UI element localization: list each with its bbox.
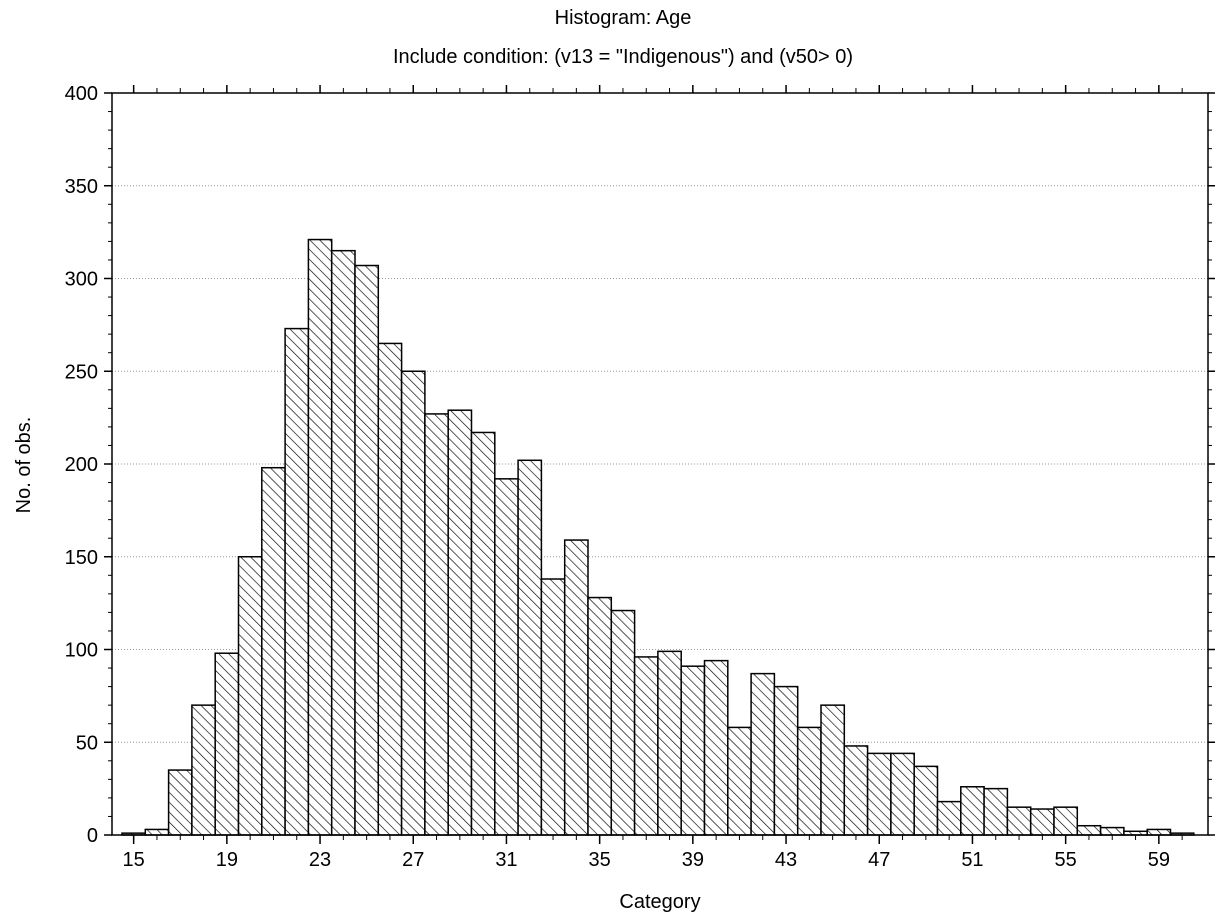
x-axis-ticks: 15 19 23 27 31 35 39 43 47 51 55 59	[123, 85, 1183, 871]
histogram-bar	[773, 685, 799, 836]
histogram-bar	[284, 327, 310, 836]
y-tick-label: 100	[65, 640, 98, 662]
histogram-bar	[191, 704, 216, 836]
histogram-bar	[727, 726, 752, 836]
chart-subtitle: Include condition: (v13 = "Indigenous") …	[393, 46, 853, 68]
x-tick-label: 15	[123, 849, 145, 871]
histogram-bar	[610, 609, 636, 836]
histogram-bar	[377, 342, 403, 836]
histogram-bar	[330, 249, 356, 836]
x-tick-label: 35	[589, 849, 611, 871]
histogram-bar	[913, 765, 939, 836]
histogram-bar	[1076, 824, 1102, 836]
histogram-bar	[540, 578, 566, 836]
y-tick-label: 350	[65, 176, 98, 198]
histogram-bar	[587, 596, 613, 836]
histogram-bar	[890, 752, 915, 836]
histogram-bar	[680, 665, 706, 836]
histogram-bar	[866, 752, 892, 836]
x-tick-label: 39	[682, 849, 704, 871]
histogram-bar	[354, 264, 380, 836]
bars	[121, 238, 1195, 836]
histogram-bar	[843, 745, 869, 836]
histogram-bar	[470, 431, 496, 836]
histogram-bar	[400, 370, 426, 836]
histogram-bar	[1053, 806, 1079, 836]
y-axis-label: No. of obs.	[13, 417, 35, 514]
y-tick-label: 200	[65, 454, 98, 476]
histogram-bar	[1146, 828, 1172, 836]
y-tick-label: 300	[65, 269, 98, 291]
y-tick-label: 150	[65, 547, 98, 569]
x-tick-label: 31	[495, 849, 517, 871]
histogram-bar	[494, 478, 519, 836]
histogram-bar	[1099, 826, 1125, 836]
y-tick-label: 50	[76, 732, 98, 754]
x-tick-label: 51	[961, 849, 983, 871]
y-tick-label: 0	[87, 825, 98, 847]
histogram-bar	[1029, 808, 1055, 836]
x-tick-label: 59	[1148, 849, 1170, 871]
histogram-bar	[167, 769, 193, 836]
histogram-bar	[214, 652, 240, 836]
histogram-bar	[820, 704, 846, 836]
y-tick-label: 400	[65, 83, 98, 105]
histogram-bar	[633, 656, 659, 836]
histogram-bar	[960, 786, 985, 836]
histogram-bar	[144, 828, 170, 836]
histogram-bar	[447, 409, 473, 836]
x-tick-label: 55	[1055, 849, 1077, 871]
histogram-bar	[237, 556, 263, 836]
histogram-bar	[983, 787, 1009, 836]
histogram-bar	[703, 659, 729, 836]
histogram-bar	[657, 650, 682, 836]
histogram-bar	[750, 672, 776, 836]
y-tick-label: 250	[65, 361, 98, 383]
chart-title: Histogram: Age	[555, 7, 692, 29]
plot-frame	[111, 92, 1209, 836]
y-axis-ticks: 0 50 100 150 200 250 300 350 400	[65, 83, 1215, 847]
histogram-bar	[563, 539, 589, 836]
x-tick-label: 47	[868, 849, 890, 871]
histogram-bar	[936, 800, 962, 836]
histogram-bar	[261, 466, 286, 836]
x-tick-label: 19	[216, 849, 238, 871]
x-axis-label: Category	[619, 891, 700, 913]
histogram-bar	[1006, 806, 1032, 836]
histogram-bar	[307, 238, 333, 836]
x-tick-label: 43	[775, 849, 797, 871]
x-tick-label: 23	[309, 849, 331, 871]
histogram-bar	[517, 459, 543, 836]
histogram-bar	[424, 413, 449, 836]
x-tick-label: 27	[402, 849, 424, 871]
histogram-bar	[796, 726, 822, 836]
